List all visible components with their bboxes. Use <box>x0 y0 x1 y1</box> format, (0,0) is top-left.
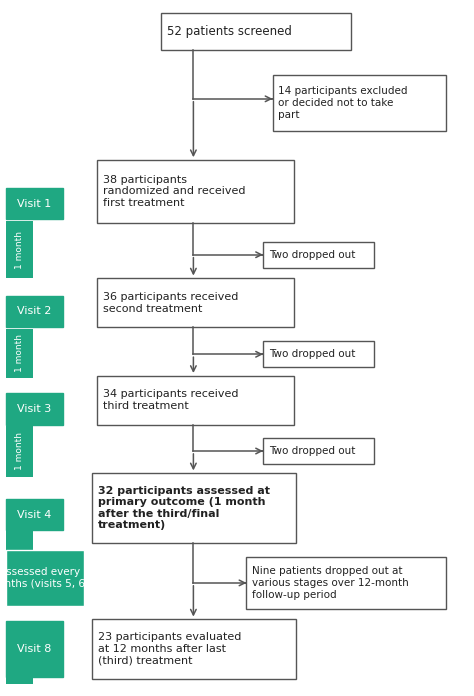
Text: 1 month: 1 month <box>15 432 24 470</box>
Text: 52 patients screened: 52 patients screened <box>167 25 292 38</box>
FancyBboxPatch shape <box>263 341 374 367</box>
FancyBboxPatch shape <box>92 473 296 543</box>
Text: 1 month: 1 month <box>15 334 24 372</box>
FancyBboxPatch shape <box>6 188 63 219</box>
FancyBboxPatch shape <box>161 13 351 50</box>
Text: 34 participants received
third treatment: 34 participants received third treatment <box>103 389 238 411</box>
FancyBboxPatch shape <box>6 499 33 606</box>
Text: 36 participants received
second treatment: 36 participants received second treatmen… <box>103 292 238 314</box>
Text: 23 participants evaluated
at 12 months after last
(third) treatment: 23 participants evaluated at 12 months a… <box>98 633 241 665</box>
Text: Visit 1: Visit 1 <box>17 198 51 209</box>
Text: 14 participants excluded
or decided not to take
part: 14 participants excluded or decided not … <box>278 86 408 120</box>
FancyBboxPatch shape <box>263 438 374 464</box>
FancyBboxPatch shape <box>273 75 446 131</box>
FancyBboxPatch shape <box>6 499 63 530</box>
FancyBboxPatch shape <box>246 557 446 609</box>
FancyBboxPatch shape <box>6 675 33 684</box>
FancyBboxPatch shape <box>97 160 294 223</box>
FancyBboxPatch shape <box>6 426 33 477</box>
Text: 1 month: 1 month <box>15 230 24 269</box>
Text: 38 participants
randomized and received
first treatment: 38 participants randomized and received … <box>103 175 246 208</box>
Text: Two dropped out: Two dropped out <box>269 349 355 359</box>
FancyBboxPatch shape <box>263 242 374 268</box>
FancyBboxPatch shape <box>97 376 294 425</box>
Text: Nine patients dropped out at
various stages over 12-month
follow-up period: Nine patients dropped out at various sta… <box>252 567 409 599</box>
FancyBboxPatch shape <box>6 550 84 606</box>
Text: Assessed every 3
months (visits 5, 6, 7): Assessed every 3 months (visits 5, 6, 7) <box>0 567 102 589</box>
FancyBboxPatch shape <box>92 619 296 679</box>
Text: Visit 3: Visit 3 <box>17 404 51 414</box>
Text: Two dropped out: Two dropped out <box>269 250 355 260</box>
Text: Two dropped out: Two dropped out <box>269 446 355 456</box>
FancyBboxPatch shape <box>6 393 63 425</box>
Text: Visit 2: Visit 2 <box>17 306 51 317</box>
FancyBboxPatch shape <box>6 221 33 278</box>
Text: Visit 8: Visit 8 <box>17 644 51 654</box>
FancyBboxPatch shape <box>97 278 294 327</box>
FancyBboxPatch shape <box>6 621 63 677</box>
FancyBboxPatch shape <box>6 296 63 327</box>
Text: 32 participants assessed at
primary outcome (1 month
after the third/final
treat: 32 participants assessed at primary outc… <box>98 486 270 530</box>
FancyBboxPatch shape <box>6 329 33 378</box>
Text: Visit 4: Visit 4 <box>17 509 51 520</box>
